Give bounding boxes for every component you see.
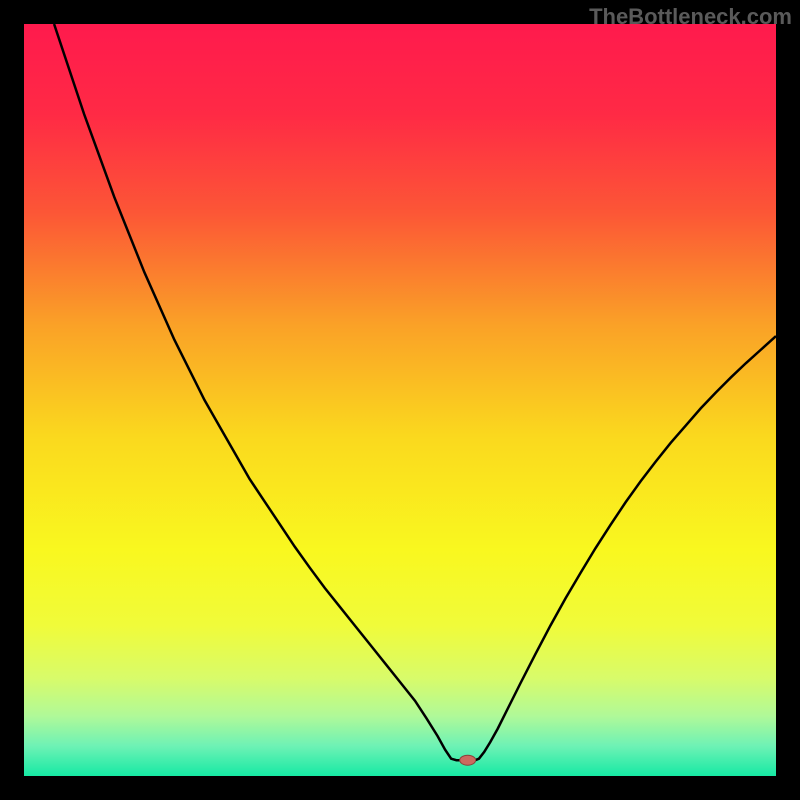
gradient-rect — [24, 24, 776, 776]
chart-svg — [24, 24, 776, 776]
chart-container: TheBottleneck.com — [0, 0, 800, 800]
watermark-text: TheBottleneck.com — [589, 4, 792, 30]
minimum-marker — [460, 755, 476, 765]
plot-area — [24, 24, 776, 776]
